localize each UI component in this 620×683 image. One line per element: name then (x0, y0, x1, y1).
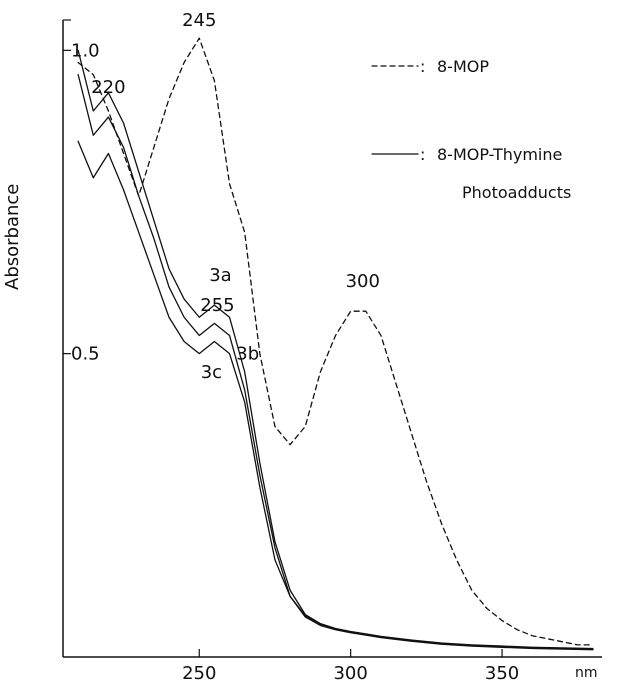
annotation-3a: 3a (209, 265, 231, 286)
series-line-8-mop (77, 37, 594, 646)
legend-item-photoadducts: Photoadducts (462, 183, 571, 202)
x-tick-label-350: 350 (485, 663, 519, 683)
annotation-300: 300 (346, 271, 380, 292)
legend-solid-colon: : (420, 145, 425, 164)
annotation-255: 255 (200, 295, 234, 316)
annotation-group: 220 245 255 300 3a 3b 3c (91, 10, 380, 383)
series-group (77, 37, 594, 651)
legend-item-8-mop: 8-MOP (437, 57, 489, 76)
x-axis-unit-label: nm (575, 665, 598, 681)
series-line-3a (77, 49, 594, 650)
y-tick-label-0-5: 0.5 (71, 344, 100, 365)
annotation-3c: 3c (201, 362, 222, 383)
legend: : 8-MOP : 8-MOP-Thymine Photoadducts (371, 57, 571, 202)
annotation-3b: 3b (236, 344, 259, 365)
series-line-3c (77, 140, 594, 651)
x-tick-label-250: 250 (182, 663, 216, 683)
tick-group: 250 300 350 1.0 0.5 (63, 40, 519, 683)
y-tick-label-1-0: 1.0 (71, 40, 100, 61)
y-axis-label: Absorbance (2, 184, 23, 290)
legend-item-8-mop-thymine: 8-MOP-Thymine (437, 145, 562, 164)
annotation-220: 220 (91, 77, 125, 98)
x-tick-label-300: 300 (333, 663, 367, 683)
axes: Absorbance nm (2, 19, 602, 681)
annotation-245: 245 (182, 10, 216, 31)
legend-dashed-colon: : (420, 57, 425, 76)
